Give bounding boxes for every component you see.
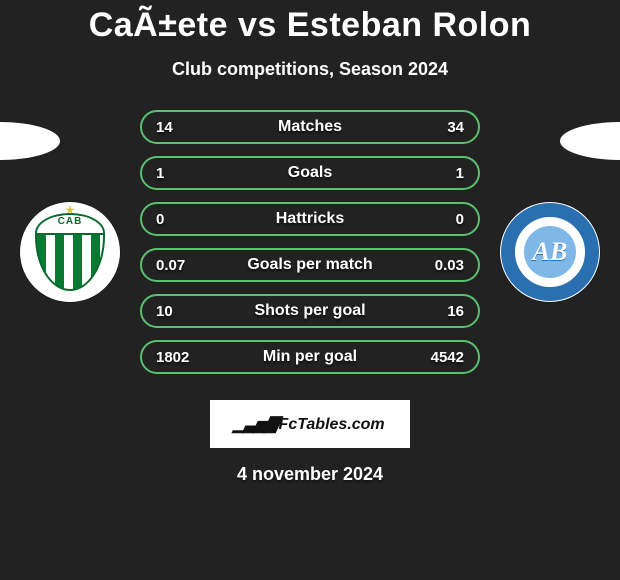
decor-ellipse-right — [560, 122, 620, 160]
stat-right-value: 0 — [424, 211, 464, 228]
stat-left-value: 0.07 — [156, 257, 196, 274]
right-club-initials: AB — [533, 237, 568, 267]
stat-row: 0.07Goals per match0.03 — [140, 248, 480, 282]
left-club-badge: ★ CAB — [20, 202, 120, 302]
stat-left-value: 10 — [156, 303, 196, 320]
stats-table: 14Matches34 1Goals1 0Hattricks0 0.07Goals p… — [140, 110, 480, 386]
stat-right-value: 16 — [424, 303, 464, 320]
page-title: CaÃ±ete vs Esteban Rolon — [0, 0, 620, 45]
left-club-initials: CAB — [37, 216, 103, 227]
chart-bars-icon: ▁▃▅▇ — [233, 414, 278, 434]
stat-left-value: 1802 — [156, 349, 196, 366]
stat-left-value: 14 — [156, 119, 196, 136]
footer-brand-box: ▁▃▅▇FcTables.com — [210, 400, 410, 448]
stat-row: 1802Min per goal4542 — [140, 340, 480, 374]
stat-row: 14Matches34 — [140, 110, 480, 144]
stat-row: 0Hattricks0 — [140, 202, 480, 236]
right-club-badge: CLUB ATLETICO BELGRANO CORDOBA AB — [500, 202, 600, 302]
stat-row: 1Goals1 — [140, 156, 480, 190]
decor-ellipse-left — [0, 122, 60, 160]
stat-row: 10Shots per goal16 — [140, 294, 480, 328]
brand-text: FcTables.com — [279, 416, 385, 433]
stat-right-value: 1 — [424, 165, 464, 182]
stat-left-value: 0 — [156, 211, 196, 228]
shield-icon: CAB — [35, 213, 105, 291]
brand-logo: ▁▃▅▇FcTables.com — [235, 414, 384, 434]
stat-right-value: 4542 — [424, 349, 464, 366]
stat-right-value: 0.03 — [424, 257, 464, 274]
page-subtitle: Club competitions, Season 2024 — [0, 59, 620, 80]
page-date: 4 november 2024 — [0, 464, 620, 485]
comparison-arena: ★ CAB CLUB ATLETICO BELGRANO CORDOBA — [0, 110, 620, 390]
stat-right-value: 34 — [424, 119, 464, 136]
stat-left-value: 1 — [156, 165, 196, 182]
